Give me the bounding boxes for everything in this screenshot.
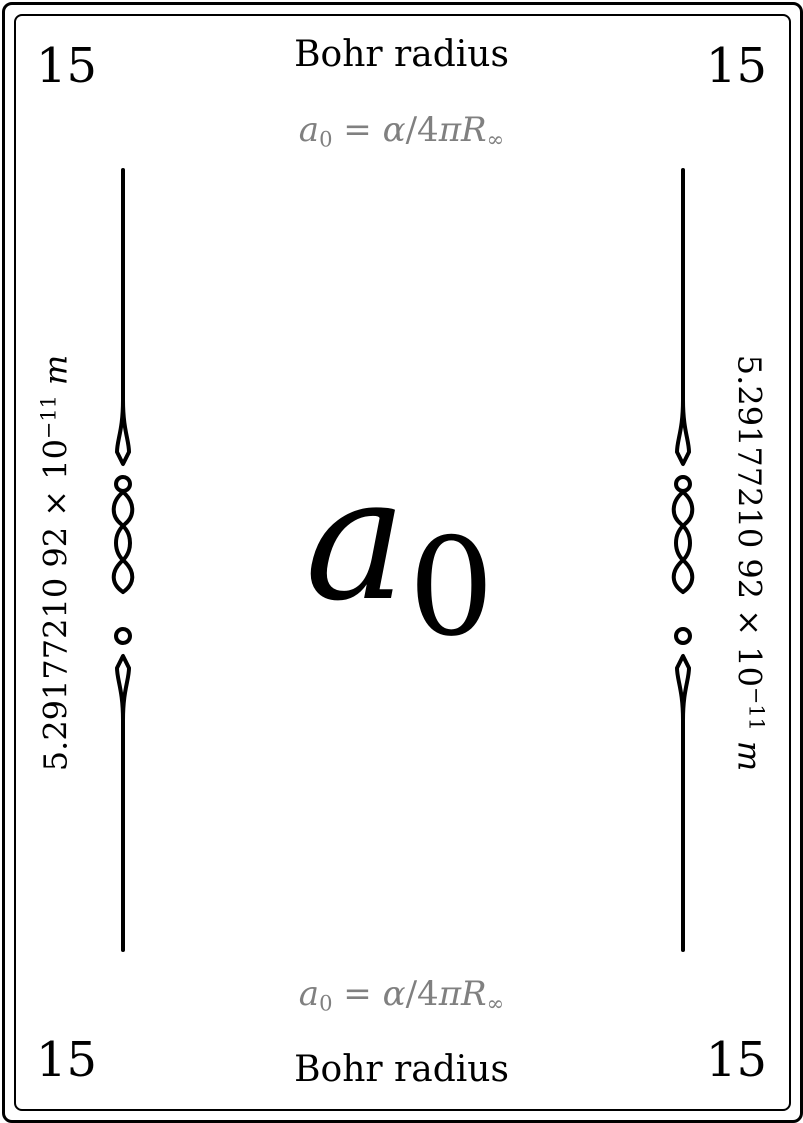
value-base: 10 [36, 439, 75, 480]
formula-slash: / [405, 110, 418, 150]
card-name-top: Bohr radius [294, 34, 509, 75]
formula-top: a0 = α/4πR∞ [0, 113, 803, 149]
formula-rydberg: R [461, 110, 487, 150]
corner-number-bottom-right: 15 [705, 1032, 767, 1088]
formula-lhs: a [298, 110, 320, 150]
value-exponent: −11 [744, 686, 769, 731]
value-times: × [36, 489, 75, 517]
value-mantissa: 5.29177210 92 [36, 526, 75, 772]
formula-four: 4 [417, 110, 439, 150]
ornament-right [671, 168, 695, 952]
value-base: 10 [730, 646, 769, 687]
formula-lhs-subscript: 0 [319, 126, 333, 152]
formula-alpha: α [382, 974, 406, 1014]
ornament-left [111, 168, 135, 952]
formula-alpha: α [382, 110, 406, 150]
formula-lhs-subscript: 0 [319, 990, 333, 1016]
formula-bottom: a0 = α/4πR∞ [0, 977, 803, 1013]
card-inner-border [14, 14, 791, 1111]
formula-equals: = [343, 110, 372, 150]
main-symbol: a0 [305, 455, 494, 655]
value-unit: m [36, 354, 75, 386]
corner-number-top-left: 15 [36, 38, 98, 94]
formula-rydberg: R [461, 974, 487, 1014]
corner-number-top-right: 15 [705, 38, 767, 94]
formula-slash: / [405, 974, 418, 1014]
value-times: × [730, 609, 769, 637]
value-unit: m [730, 740, 769, 772]
value-right: 5.29177210 92 × 10−11 m [730, 354, 769, 772]
formula-equals: = [343, 974, 372, 1014]
value-left: 5.29177210 92 × 10−11 m [36, 355, 74, 771]
main-symbol-letter: a [305, 441, 407, 639]
formula-rydberg-subscript: ∞ [486, 990, 505, 1016]
corner-number-bottom-left: 15 [36, 1032, 98, 1088]
formula-pi: π [438, 110, 462, 150]
formula-pi: π [438, 974, 462, 1014]
card-name-bottom: Bohr radius [294, 1049, 509, 1090]
formula-lhs: a [298, 974, 320, 1014]
main-symbol-subscript: 0 [408, 509, 495, 666]
formula-four: 4 [417, 974, 439, 1014]
formula-rydberg-subscript: ∞ [486, 126, 505, 152]
value-exponent: −11 [36, 395, 61, 440]
value-mantissa: 5.29177210 92 [730, 354, 769, 600]
